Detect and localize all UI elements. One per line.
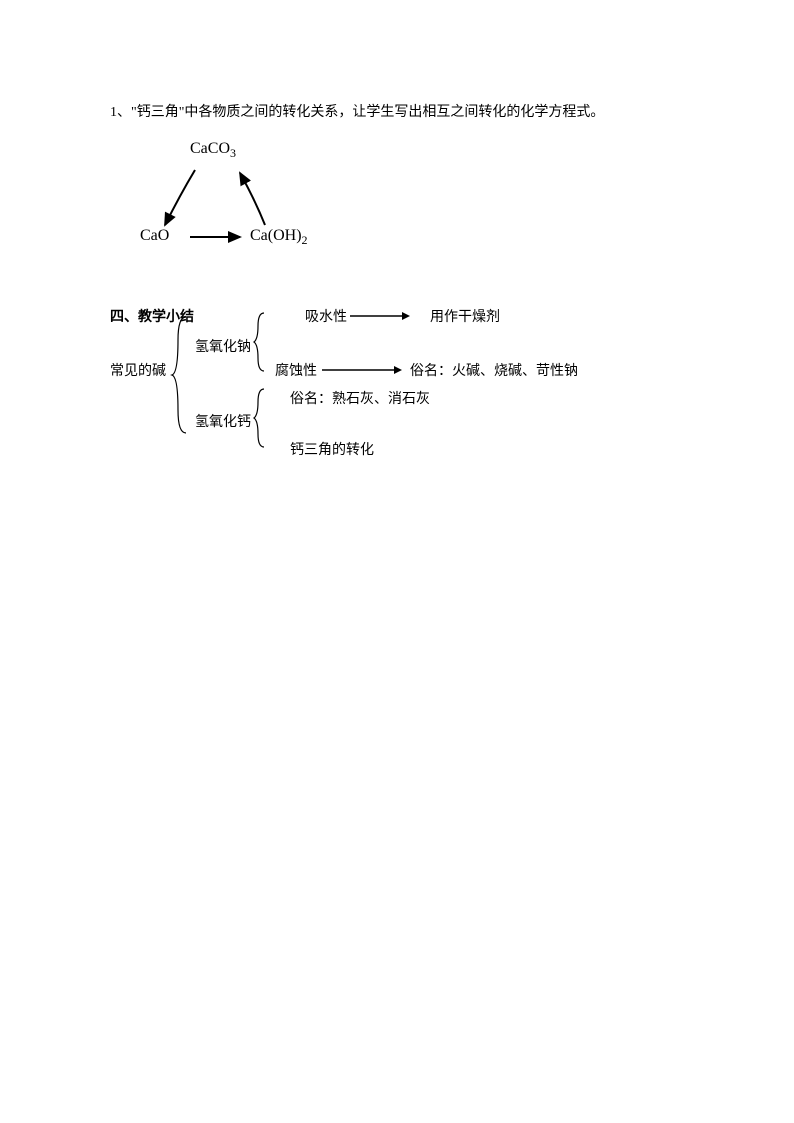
question-number: 1、 <box>110 105 131 120</box>
root-bracket <box>170 315 190 435</box>
section-title: 四、教学小结 <box>110 305 194 330</box>
calcium-triangle-diagram: CaCO3 CaO Ca(OH)2 <box>130 145 350 265</box>
caoh2-bracket <box>252 387 268 449</box>
summary-section: 四、教学小结 常见的碱 氢氧化钠 吸水性 用作干燥剂 腐蚀性 俗名：火碱、烧碱、… <box>110 305 684 485</box>
naoh-prop2: 腐蚀性 <box>275 359 317 384</box>
caoh2-note: 钙三角的转化 <box>290 438 374 463</box>
question-body: "钙三角"中各物质之间的转化关系，让学生写出相互之间转化的化学方程式。 <box>131 105 604 120</box>
naoh-prop2-alias: 俗名：火碱、烧碱、苛性钠 <box>410 359 578 384</box>
caoh2-label: 氢氧化钙 <box>195 410 251 435</box>
root-label: 常见的碱 <box>110 359 166 384</box>
triangle-arrows <box>130 145 350 265</box>
naoh-prop1-use: 用作干燥剂 <box>430 305 500 330</box>
question-text: 1、"钙三角"中各物质之间的转化关系，让学生写出相互之间转化的化学方程式。 <box>110 100 684 125</box>
caoh2-alias: 俗名：熟石灰、消石灰 <box>290 387 430 412</box>
naoh-prop1: 吸水性 <box>305 305 347 330</box>
naoh-prop2-arrow <box>322 365 402 375</box>
naoh-label: 氢氧化钠 <box>195 335 251 360</box>
naoh-prop1-arrow <box>350 311 410 321</box>
naoh-bracket <box>252 311 268 373</box>
